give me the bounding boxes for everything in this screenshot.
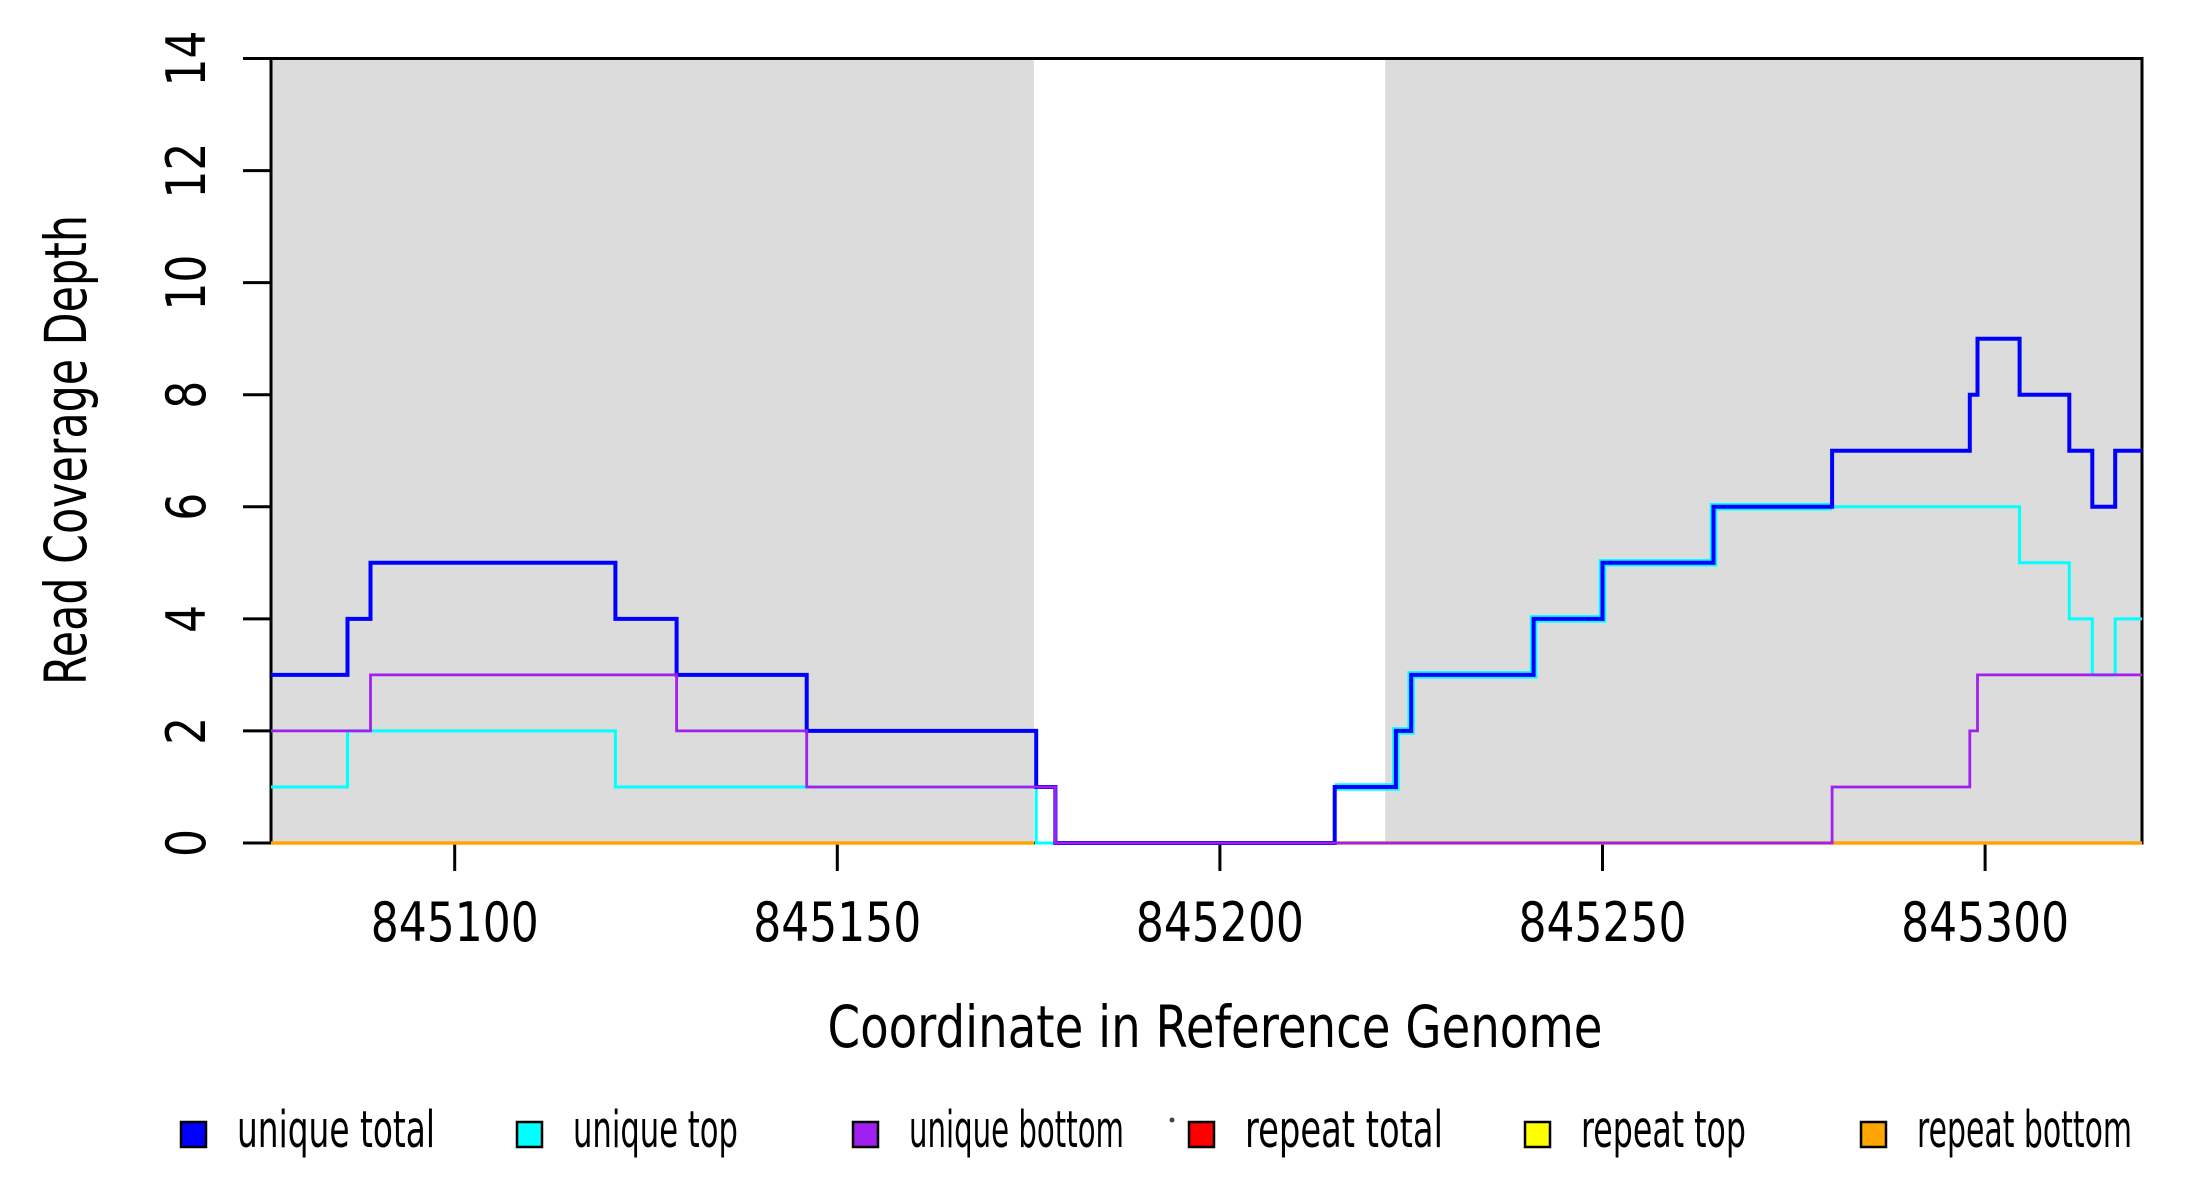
y-tick-label: 12 — [155, 143, 218, 199]
x-axis-title: Coordinate in Reference Genome — [828, 993, 1603, 1061]
y-tick-label: 14 — [155, 31, 218, 87]
series-line-unique-bottom — [271, 673, 2142, 845]
artifact-dot — [1169, 1117, 1175, 1123]
y-tick-label: 0 — [155, 829, 218, 857]
x-tick-label: 845100 — [371, 891, 539, 954]
x-tick-label: 845150 — [753, 891, 921, 954]
legend-swatch-unique-total — [179, 1120, 208, 1149]
left-gray-region — [271, 58, 1034, 843]
legend-label-unique-total: unique total — [237, 1101, 435, 1160]
legend-label-repeat-top: repeat top — [1581, 1101, 1746, 1160]
x-tick-label: 845200 — [1136, 891, 1304, 954]
legend-label-repeat-total: repeat total — [1245, 1101, 1443, 1160]
legend-swatch-repeat-total — [1187, 1120, 1216, 1149]
right-gray-region — [1385, 58, 2142, 843]
series-line-unique-total — [271, 336, 2142, 845]
legend-swatch-unique-bottom — [851, 1120, 880, 1149]
y-axis-title: Read Coverage Depth — [32, 215, 100, 685]
legend-label-unique-bottom: unique bottom — [909, 1101, 1124, 1160]
legend-label-unique-top: unique top — [573, 1101, 738, 1160]
x-tick-label: 845300 — [1901, 891, 2069, 954]
y-tick-label: 6 — [155, 493, 218, 521]
y-tick-label: 8 — [155, 381, 218, 409]
y-tick-label: 10 — [155, 255, 218, 311]
y-tick-label: 2 — [155, 717, 218, 745]
legend-label-repeat-bottom: repeat bottom — [1917, 1101, 2132, 1160]
x-tick-label: 845250 — [1519, 891, 1687, 954]
legend-swatch-repeat-top — [1523, 1120, 1552, 1149]
legend-swatch-unique-top — [515, 1120, 544, 1149]
y-tick-label: 4 — [155, 605, 218, 633]
legend-swatch-repeat-bottom — [1859, 1120, 1888, 1149]
